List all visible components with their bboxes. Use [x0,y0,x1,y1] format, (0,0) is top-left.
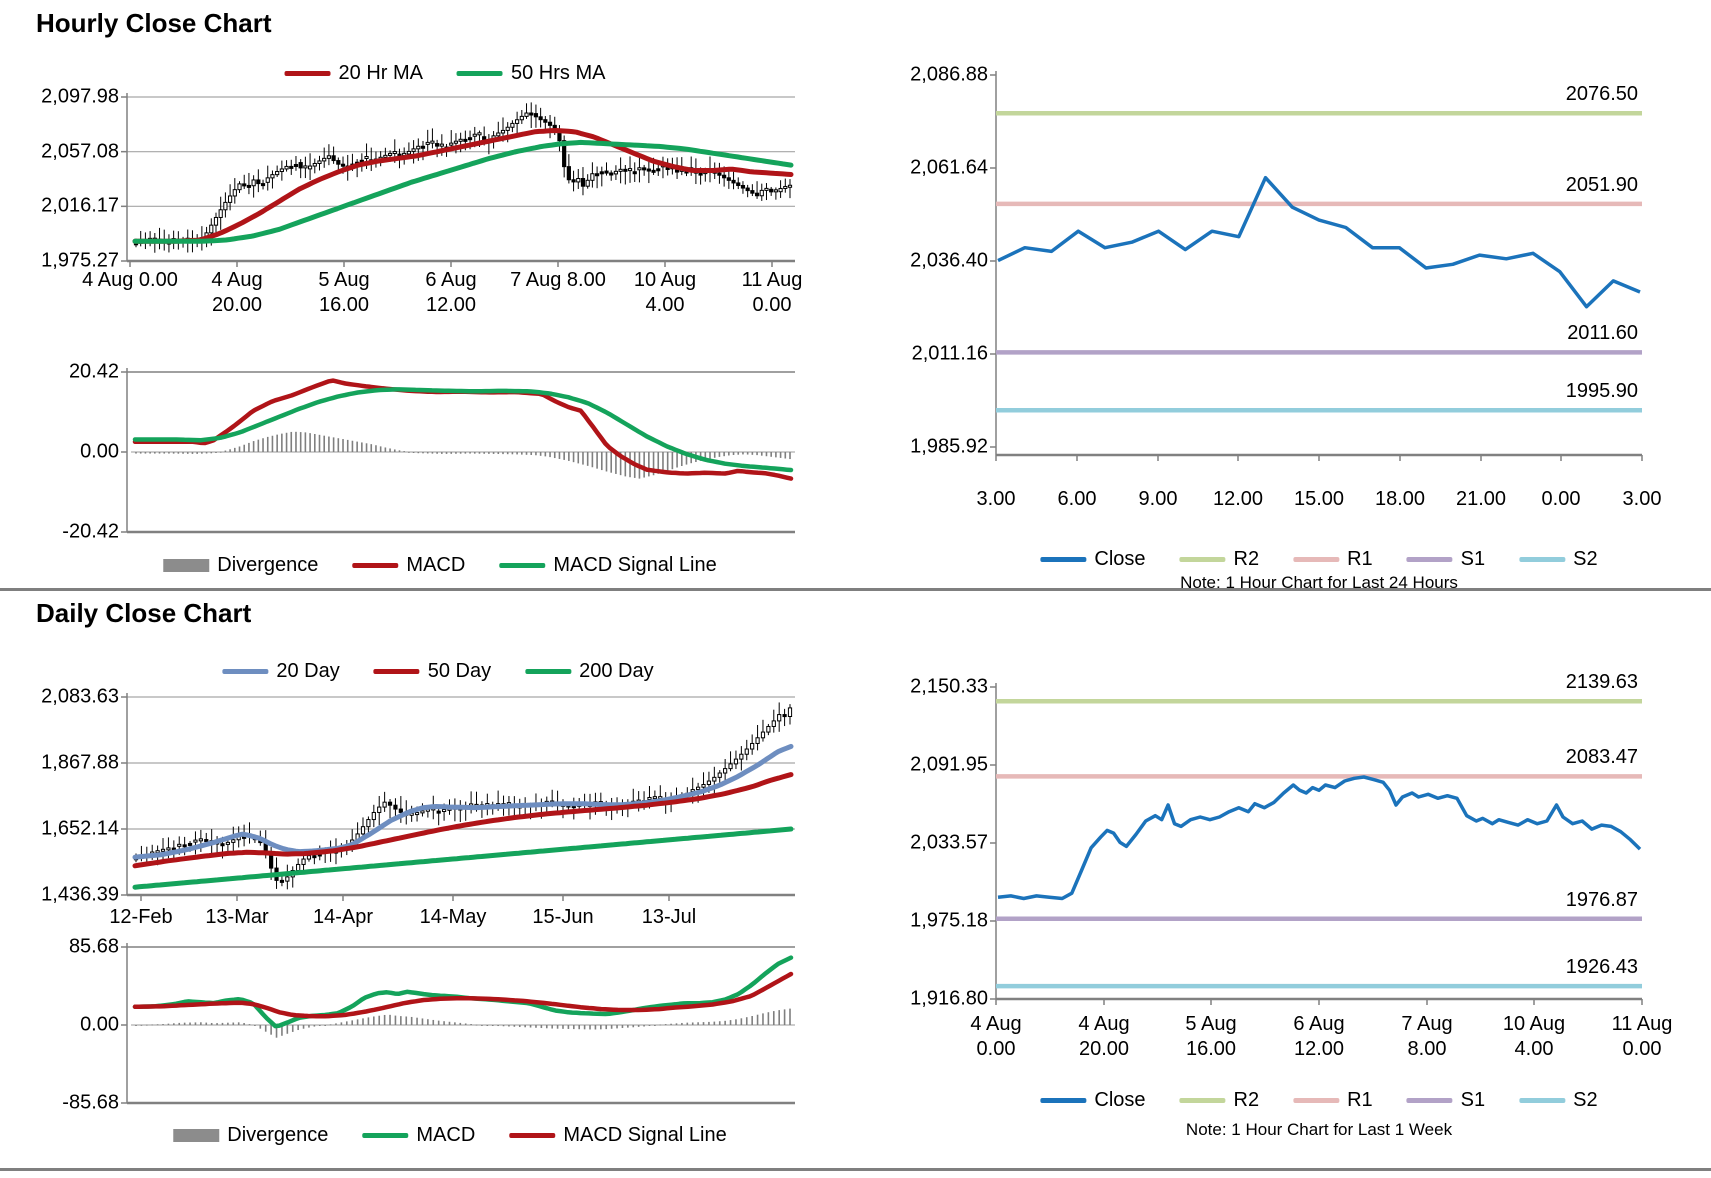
section-divider [0,588,1711,591]
daily-section-title: Daily Close Chart [36,598,252,628]
daily-sr-note: Note: 1 Hour Chart for Last 1 Week [1185,1120,1453,1139]
hourly-sr-note: Note: 1 Hour Chart for Last 24 Hours [1180,573,1458,592]
hourly-section-title: Hourly Close Chart [36,8,272,38]
bottom-divider [0,1168,1711,1171]
